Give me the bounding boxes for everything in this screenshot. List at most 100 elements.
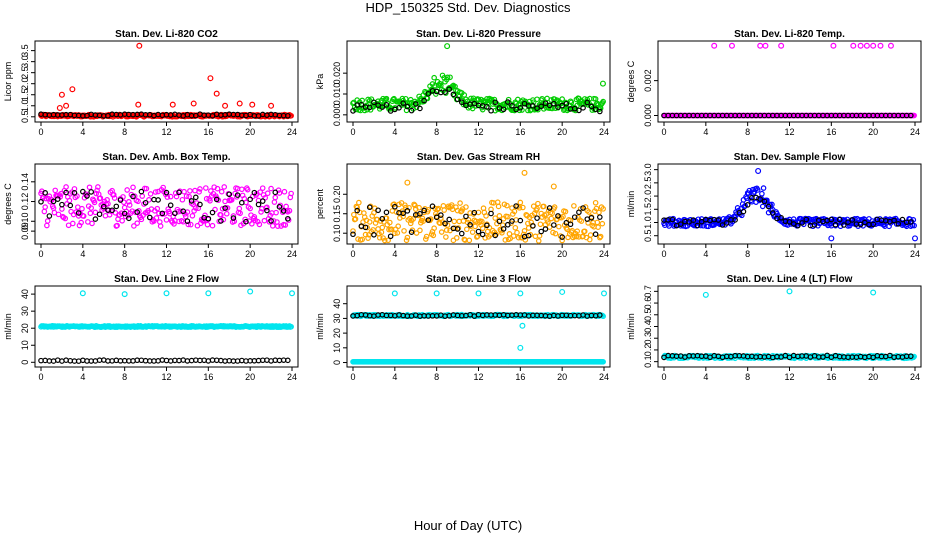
x-tick-label: 8 (122, 249, 127, 259)
data-point (463, 213, 469, 220)
data-point (129, 208, 135, 214)
x-tick-label: 4 (392, 127, 397, 137)
x-tick-label: 20 (557, 249, 567, 259)
data-point (272, 194, 279, 201)
data-point (78, 219, 84, 226)
x-tick-label: 4 (392, 249, 397, 259)
x-tick-label: 20 (245, 372, 255, 382)
data-point (504, 213, 511, 220)
data-point (463, 204, 469, 210)
x-tick-label: 16 (203, 249, 213, 259)
data-point (162, 211, 168, 217)
data-point (268, 185, 274, 192)
data-point (273, 209, 279, 216)
data-point (457, 200, 463, 206)
x-tick-label: 24 (910, 249, 920, 259)
x-tick-label: 24 (287, 127, 297, 137)
data-point (560, 213, 566, 220)
data-point (41, 208, 48, 215)
y-tick-label: 1.0 (643, 216, 653, 229)
data-point (465, 217, 472, 223)
data-point (352, 216, 359, 222)
data-point (559, 237, 565, 244)
data-point (444, 43, 451, 50)
y-tick-label: 0.6 (643, 297, 653, 310)
data-point (443, 90, 449, 96)
data-point (119, 217, 125, 224)
data-point (350, 228, 356, 234)
data-point (258, 209, 264, 215)
data-point (520, 204, 526, 211)
x-tick-label: 16 (515, 249, 525, 259)
data-point (521, 100, 528, 107)
data-point (247, 196, 253, 203)
x-tick-label: 4 (703, 249, 708, 259)
data-point (491, 96, 498, 103)
data-point (600, 206, 606, 212)
data-point (488, 210, 494, 217)
y-tick-label: 10 (20, 340, 30, 350)
data-point (86, 184, 93, 191)
data-point (542, 226, 549, 232)
data-point (567, 221, 574, 228)
data-point (88, 189, 95, 195)
data-point (183, 193, 190, 199)
y-axis-label: degrees C (3, 183, 13, 225)
data-point (139, 193, 146, 199)
data-point (423, 233, 430, 240)
data-point (222, 205, 228, 211)
panel-2: Stan. Dev. Li-820 Temp. degrees C 0 4 8 12 16 2… (626, 29, 922, 137)
data-point (400, 100, 407, 106)
x-tick-label: 0 (38, 372, 43, 382)
data-point (517, 104, 524, 111)
data-point (268, 218, 274, 224)
data-point (550, 222, 557, 228)
x-tick-label: 8 (122, 127, 127, 137)
data-point (762, 42, 769, 49)
y-axis-label: kPa (315, 74, 325, 90)
data-point (404, 234, 411, 241)
data-point (223, 210, 230, 217)
data-point (365, 235, 371, 241)
panel-title: Stan. Dev. Amb. Box Temp. (102, 152, 230, 163)
x-tick-label: 24 (910, 127, 920, 137)
panel-title: Stan. Dev. Sample Flow (734, 152, 846, 163)
data-point (578, 218, 585, 224)
data-point (458, 230, 465, 237)
data-point (286, 207, 293, 214)
x-tick-label: 8 (434, 127, 439, 137)
data-point (401, 228, 407, 234)
data-point (135, 101, 142, 108)
data-point (450, 91, 457, 98)
data-point (496, 213, 503, 219)
data-point (105, 200, 111, 207)
data-point (163, 189, 170, 196)
data-point (525, 225, 532, 231)
data-point (599, 80, 606, 87)
data-point (109, 207, 115, 214)
x-tick-label: 12 (784, 372, 794, 382)
data-point (204, 221, 211, 228)
x-tick-label: 16 (826, 249, 836, 259)
data-point (196, 189, 202, 195)
x-tick-label: 20 (557, 372, 567, 382)
data-point (56, 104, 63, 111)
data-point (159, 210, 166, 217)
data-point (479, 225, 486, 232)
panel-title: Stan. Dev. Li-820 Temp. (734, 29, 845, 40)
data-point (586, 209, 592, 215)
data-point (138, 188, 145, 195)
x-tick-label: 16 (826, 372, 836, 382)
data-point (571, 203, 577, 209)
data-point (156, 210, 162, 217)
data-point (269, 223, 276, 229)
data-point (484, 104, 490, 110)
y-tick-label: 2.5 (643, 177, 653, 190)
data-point (52, 187, 59, 194)
data-point (59, 206, 65, 212)
data-point (264, 190, 271, 197)
data-point (484, 222, 490, 229)
plot-frame (34, 163, 299, 245)
x-tick-label: 16 (515, 372, 525, 382)
data-point (182, 213, 189, 220)
